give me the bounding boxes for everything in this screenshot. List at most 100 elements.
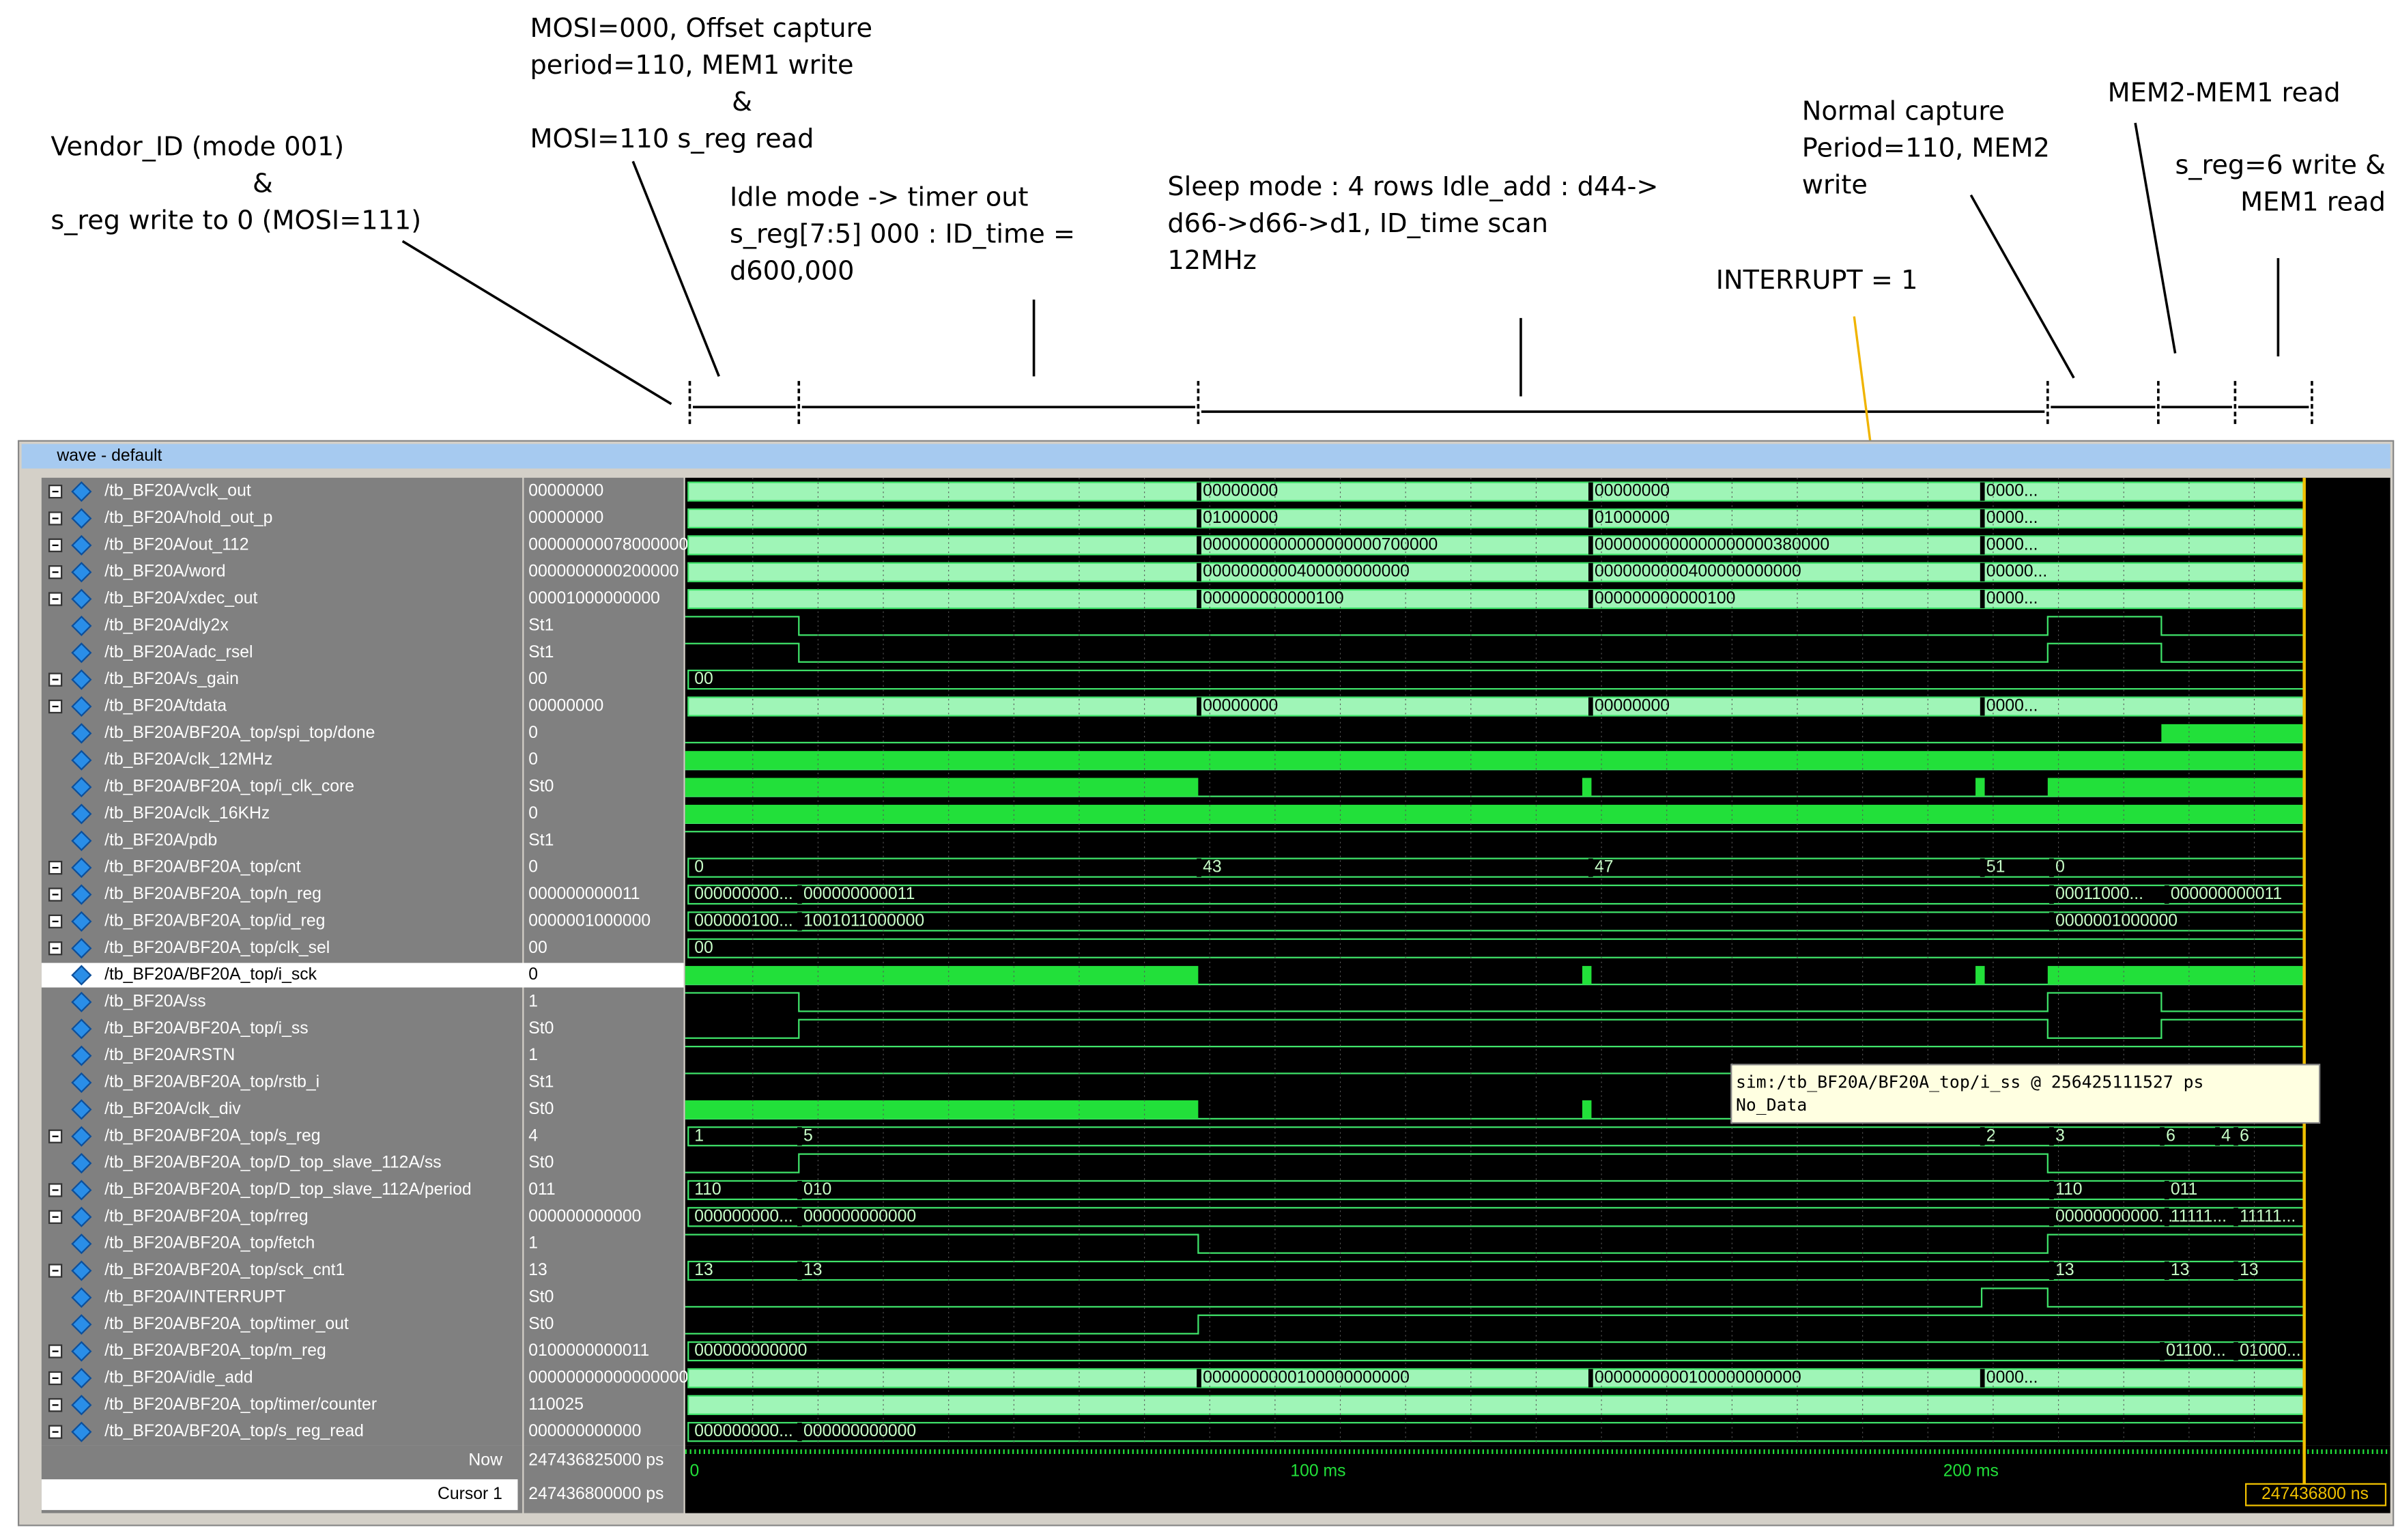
- bus-segment: [1588, 509, 1593, 528]
- clock-wave: [1582, 778, 1592, 797]
- bus-label: 0000...: [1986, 697, 2038, 715]
- signal-icon: [71, 965, 92, 986]
- bus-label: 4: [2221, 1126, 2231, 1145]
- bus-label: 13: [2240, 1261, 2259, 1279]
- bus-segment: [1980, 509, 1985, 528]
- title-bar: [21, 444, 2390, 469]
- signal-value: 00: [528, 670, 547, 688]
- signal-value: St0: [528, 778, 554, 796]
- bus-segment: [1197, 590, 1201, 609]
- clock-wave: [685, 966, 1199, 985]
- bus-label: 0000000000000000000700000: [1203, 535, 1438, 554]
- signal-name: /tb_BF20A/ss: [104, 992, 206, 1010]
- signal-icon: [71, 991, 92, 1013]
- bus-segment: [797, 1261, 802, 1281]
- signal-value: 011: [528, 1180, 555, 1199]
- cursor-values: [524, 1445, 684, 1513]
- bus-segment: [1980, 590, 1985, 609]
- bus-segment: [2233, 1261, 2238, 1281]
- signal-value: 0: [528, 858, 538, 876]
- bus-label: 1001011000000: [803, 911, 924, 930]
- bus-segment: [2233, 1342, 2238, 1361]
- bus-segment: [1980, 482, 1985, 501]
- signal-value: 00000000: [528, 509, 603, 527]
- clock-wave: [685, 1100, 1199, 1119]
- signal-value: St1: [528, 616, 554, 634]
- signal-value: 1: [528, 992, 538, 1010]
- scrollbar[interactable]: [21, 1514, 2390, 1524]
- bus-segment: [2049, 885, 2054, 904]
- annotation: d600,000: [730, 256, 854, 287]
- signal-value: St0: [528, 1100, 554, 1118]
- bus-label: 13: [2171, 1261, 2190, 1279]
- bus-label: 0: [694, 858, 704, 876]
- signal-name: /tb_BF20A/BF20A_top/spi_top/done: [104, 724, 375, 742]
- cursor-value: 247436800000 ps: [528, 1485, 663, 1503]
- bus-label: 0000000000100000000000: [1203, 1368, 1410, 1386]
- bus-label: 1: [694, 1126, 704, 1145]
- signal-value: 00000000: [528, 482, 603, 500]
- cursor-row: [41, 1479, 518, 1511]
- bus-label: 000000000...: [694, 885, 793, 903]
- bus-segment: [1197, 858, 1201, 877]
- bus-label: 0000001000000: [2055, 911, 2178, 930]
- signal-name: /tb_BF20A/pdb: [104, 831, 217, 849]
- bus-label: 0000...: [1986, 1368, 2038, 1386]
- bus-label: 01100...: [2166, 1341, 2226, 1360]
- annotation: &: [732, 87, 752, 117]
- annotation: Idle mode -> timer out: [730, 182, 1028, 213]
- signal-name: /tb_BF20A/idle_add: [104, 1368, 253, 1386]
- bus-segment: [1980, 562, 1985, 582]
- tooltip-line: sim:/tb_BF20A/BF20A_top/i_ss @ 256425111…: [1736, 1072, 2203, 1092]
- bus-wave: [687, 1260, 2305, 1281]
- bus-label: 0000000000400000000000: [1595, 562, 1801, 581]
- bus-wave: [687, 1368, 2305, 1388]
- bus-label: 00000...: [1986, 562, 2047, 581]
- clock-wave: [685, 778, 1199, 797]
- now-value: 247436825000 ps: [528, 1451, 663, 1470]
- annotation: MOSI=000, Offset capture: [530, 13, 872, 44]
- selected-row: [41, 962, 684, 988]
- bus-wave: [687, 1207, 2305, 1227]
- signal-icon: [71, 1099, 92, 1120]
- bus-segment: [797, 1423, 802, 1442]
- bus-wave: [687, 508, 2305, 529]
- bus-label: 6: [2166, 1126, 2175, 1145]
- signal-icon: [71, 1395, 92, 1416]
- window-title: wave - default: [56, 446, 162, 465]
- wave-pane: [685, 477, 2390, 1446]
- bus-wave: [687, 670, 2305, 690]
- signal-name: /tb_BF20A/BF20A_top/timer_out: [104, 1315, 349, 1333]
- bus-wave: [687, 1395, 2305, 1415]
- signal-value: 0: [528, 804, 538, 823]
- signal-name: /tb_BF20A/s_gain: [104, 670, 239, 688]
- bus-label: 00000000: [1595, 482, 1670, 500]
- annotation: s_reg=6 write &: [2175, 149, 2385, 180]
- logic-wave: [685, 1314, 2304, 1335]
- bus-segment: [1197, 482, 1201, 501]
- bus-segment: [1588, 590, 1593, 609]
- bus-label: 0: [2055, 858, 2065, 876]
- bus-label: 11111...: [2240, 1207, 2296, 1225]
- cursor-time: 247436800 ns: [2261, 1485, 2369, 1503]
- bus-label: 51: [1986, 858, 2006, 876]
- signal-name: /tb_BF20A/BF20A_top/id_reg: [104, 911, 325, 930]
- signal-name: /tb_BF20A/hold_out_p: [104, 509, 272, 527]
- tooltip: [1730, 1064, 2321, 1124]
- signal-value: 110025: [528, 1395, 584, 1414]
- signal-name: /tb_BF20A/vclk_out: [104, 482, 251, 500]
- signal-icon: [71, 481, 92, 502]
- bus-label: 6: [2240, 1126, 2249, 1145]
- bus-label: 00000000000...: [2055, 1207, 2173, 1225]
- signal-value: 0: [528, 724, 538, 742]
- bus-segment: [2160, 1342, 2165, 1361]
- bus-label: 11111...: [2171, 1207, 2227, 1225]
- bus-label: 000000000011: [803, 885, 915, 903]
- bus-segment: [797, 1180, 802, 1199]
- bus-segment: [1197, 697, 1201, 716]
- clock-wave: [2047, 778, 2304, 797]
- bus-label: 000000100...: [694, 911, 793, 930]
- bus-label: 2: [1986, 1126, 1996, 1145]
- bus-segment: [2160, 1127, 2165, 1146]
- signal-icon: [71, 1341, 92, 1362]
